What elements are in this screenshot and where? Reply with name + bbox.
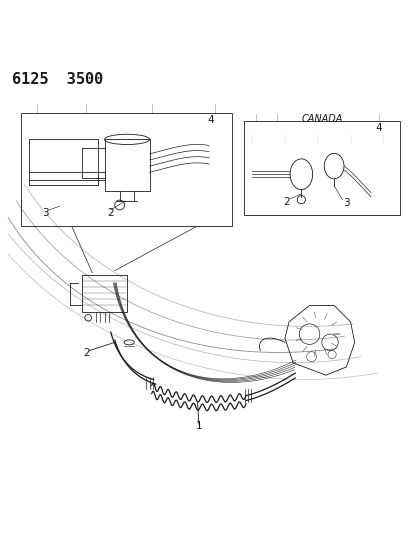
Text: 4: 4 [375,123,382,133]
Text: 2: 2 [283,197,290,207]
Text: 6125  3500: 6125 3500 [12,72,103,87]
Text: 3: 3 [342,198,349,208]
Text: 4: 4 [207,115,214,125]
Text: 2: 2 [107,208,114,219]
Text: 1: 1 [195,422,202,431]
Text: CANADA: CANADA [301,114,342,124]
Text: 2: 2 [83,348,89,358]
Text: 3: 3 [42,208,48,219]
